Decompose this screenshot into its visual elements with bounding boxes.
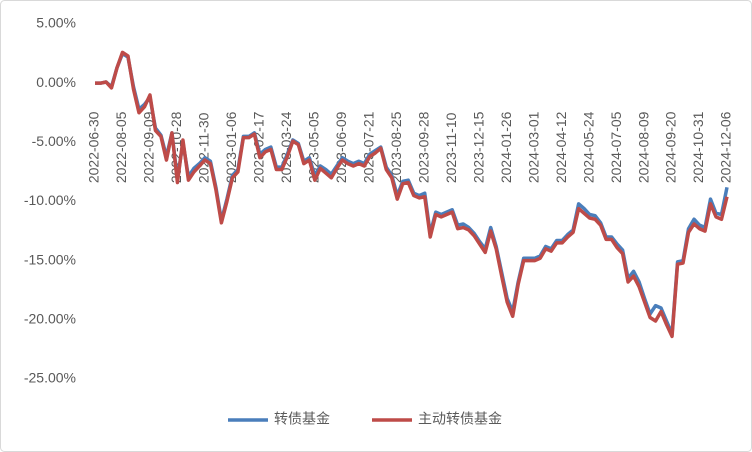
x-tick-label: 2022-08-05 bbox=[113, 111, 129, 183]
x-tick-label: 2024-03-01 bbox=[525, 111, 541, 183]
x-tick-label: 2023-11-10 bbox=[443, 112, 459, 183]
x-tick-label: 2024-12-06 bbox=[718, 111, 734, 183]
x-tick-label: 2024-05-24 bbox=[580, 111, 596, 183]
x-tick-label: 2023-07-21 bbox=[360, 111, 376, 183]
x-tick-label: 2023-12-15 bbox=[470, 111, 486, 183]
series-line bbox=[95, 50, 729, 339]
x-tick-label: 2022-11-30 bbox=[196, 112, 212, 183]
x-tick-label: 2024-09-20 bbox=[663, 111, 679, 183]
x-tick-label: 2024-10-31 bbox=[690, 111, 706, 183]
x-tick-label: 2024-07-05 bbox=[608, 111, 624, 183]
x-tick-label: 2024-01-26 bbox=[498, 111, 514, 183]
legend-label: 主动转债基金 bbox=[418, 411, 502, 427]
x-tick-label: 2023-08-25 bbox=[388, 111, 404, 183]
y-tick-label: -5.00% bbox=[32, 133, 76, 149]
y-tick-label: -10.00% bbox=[24, 192, 76, 208]
y-tick-label: -20.00% bbox=[24, 311, 76, 327]
x-tick-label: 2024-08-09 bbox=[635, 111, 651, 183]
x-tick-label: 2023-01-06 bbox=[223, 111, 239, 183]
y-tick-label: -15.00% bbox=[24, 251, 76, 267]
y-tick-label: -25.00% bbox=[24, 370, 76, 386]
x-tick-label: 2022-06-30 bbox=[86, 111, 102, 183]
x-tick-label: 2022-09-09 bbox=[141, 111, 157, 183]
x-tick-label: 2024-04-12 bbox=[553, 111, 569, 183]
legend-label: 转债基金 bbox=[274, 411, 330, 427]
y-tick-label: 0.00% bbox=[36, 74, 76, 90]
x-tick-label: 2023-09-28 bbox=[415, 111, 431, 183]
y-tick-label: 5.00% bbox=[36, 15, 76, 31]
